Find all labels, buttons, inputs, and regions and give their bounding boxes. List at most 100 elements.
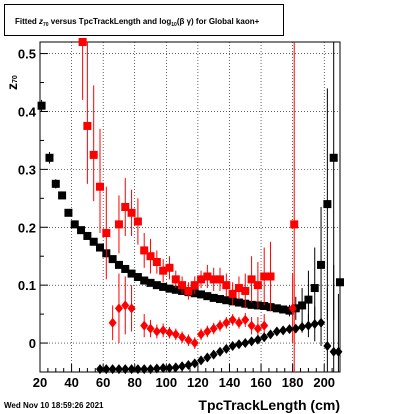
data-point: [228, 340, 237, 351]
data-point: [146, 252, 155, 261]
data-point: [197, 355, 206, 366]
data-point: [310, 284, 319, 293]
data-point: [152, 363, 161, 374]
data-point: [83, 121, 92, 130]
data-point: [285, 306, 294, 315]
y-axis-label-wrap: z70: [2, 62, 22, 92]
data-point: [140, 364, 149, 375]
data-point: [121, 203, 130, 211]
data-point: [37, 101, 46, 110]
data-point: [285, 324, 294, 335]
data-point: [83, 231, 92, 240]
data-point: [140, 320, 149, 331]
data-point: [77, 226, 86, 235]
data-point: [146, 364, 155, 375]
y-tick-label: 0: [29, 336, 36, 351]
data-point: [279, 325, 288, 336]
data-point: [334, 346, 343, 357]
data-point: [288, 303, 297, 314]
y-tick-label: 0.1: [18, 278, 36, 293]
x-tick-label: 80: [128, 375, 142, 390]
data-point: [222, 343, 231, 354]
data-point: [304, 320, 313, 331]
data-point: [159, 362, 168, 373]
data-point: [209, 275, 218, 284]
data-point: [317, 317, 326, 328]
data-point: [260, 272, 269, 281]
data-point: [102, 229, 111, 238]
x-tick-label: 140: [219, 375, 241, 390]
data-point: [146, 278, 155, 287]
data-point: [241, 338, 250, 349]
data-point: [222, 296, 231, 305]
data-point: [197, 275, 206, 284]
data-point: [102, 364, 111, 375]
data-point: [108, 255, 117, 264]
data-point: [197, 290, 206, 299]
data-point: [184, 286, 193, 295]
data-point: [114, 220, 123, 229]
data-point: [152, 281, 161, 290]
data-point: [216, 346, 224, 357]
data-point: [260, 302, 269, 310]
data-point: [51, 179, 60, 188]
data-point: [279, 305, 288, 314]
data-point: [96, 364, 104, 375]
x-tick-label: 120: [187, 375, 209, 390]
data-point: [203, 292, 212, 301]
data-point: [121, 264, 130, 273]
data-point: [184, 360, 193, 371]
data-point: [171, 329, 180, 340]
data-point: [216, 320, 224, 331]
data-point: [184, 335, 193, 346]
data-point: [133, 273, 142, 282]
data-point: [234, 339, 243, 350]
x-tick-label: 160: [250, 375, 272, 390]
data-point: [96, 243, 104, 252]
data-point: [247, 320, 256, 331]
y-label-z: z: [4, 83, 20, 90]
data-point: [241, 286, 250, 295]
data-point: [234, 284, 243, 293]
data-point: [298, 301, 307, 310]
chart-title: Fitted z70 versus TpcTrackLength and log…: [15, 17, 260, 28]
data-point: [209, 293, 218, 302]
x-tick-label: 100: [155, 375, 177, 390]
data-point: [178, 332, 187, 343]
y-axis-label: z70: [4, 75, 20, 90]
y-tick-label: 0.3: [18, 162, 36, 177]
data-point: [178, 281, 187, 290]
x-tick-label: 180: [282, 375, 304, 390]
data-point: [247, 300, 256, 309]
data-point: [291, 323, 300, 334]
data-point: [58, 191, 67, 200]
data-point: [165, 263, 174, 272]
data-point: [114, 260, 123, 269]
data-point: [114, 303, 123, 314]
data-point: [45, 153, 54, 162]
data-point: [222, 317, 231, 328]
data-point: [165, 327, 174, 338]
title-box: Fitted z70 versus TpcTrackLength and log…: [4, 4, 284, 36]
data-point: [140, 246, 149, 255]
data-point: [203, 272, 212, 281]
data-point: [108, 317, 117, 328]
data-point: [121, 300, 130, 311]
data-point: [329, 346, 338, 357]
data-point: [127, 364, 136, 375]
data-point: [260, 320, 269, 331]
data-point: [190, 338, 199, 349]
data-point: [253, 323, 262, 334]
data-point: [78, 38, 87, 46]
data-point: [329, 153, 338, 162]
data-point: [310, 318, 319, 329]
data-point: [152, 326, 161, 337]
data-point: [222, 281, 231, 290]
data-point: [317, 260, 326, 269]
data-point: [165, 362, 174, 373]
y-tick-label: 0.5: [18, 47, 36, 62]
data-point: [228, 289, 237, 298]
y-tick-label: 0.4: [18, 104, 37, 119]
data-point: [234, 317, 243, 328]
data-point: [260, 332, 269, 343]
